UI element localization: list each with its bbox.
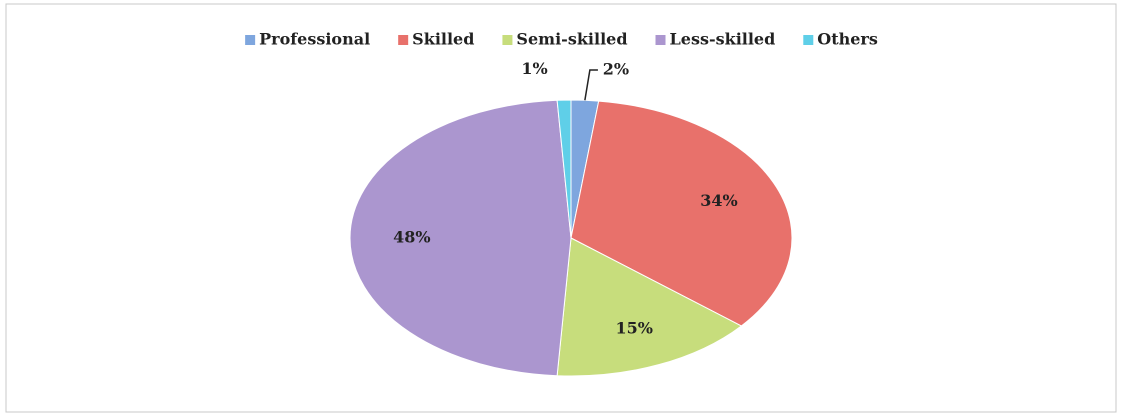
- legend-swatch: [655, 35, 666, 45]
- pie-slice: [556, 237, 743, 377]
- legend-swatch: [398, 35, 409, 45]
- data-label: 34%: [700, 191, 737, 210]
- data-label: 2%: [603, 59, 629, 78]
- data-label: 48%: [393, 228, 430, 247]
- legend-label: Professional: [259, 30, 370, 49]
- pie-slice: [570, 100, 793, 327]
- pie-slice: [349, 99, 572, 377]
- legend-label: Less-skilled: [670, 30, 776, 49]
- legend-swatch: [803, 35, 814, 45]
- data-label: 1%: [521, 59, 547, 78]
- legend-label: Semi-skilled: [516, 30, 627, 49]
- leader-line: [584, 69, 598, 101]
- legend: Professional Skilled Semi-skilled Less-skil…: [245, 30, 878, 49]
- data-label: 15%: [615, 319, 652, 338]
- legend-label: Others: [817, 30, 878, 49]
- legend-swatch: [502, 35, 513, 45]
- pie-slice: [556, 99, 572, 239]
- legend-label: Skilled: [412, 30, 474, 49]
- legend-swatch: [245, 35, 256, 45]
